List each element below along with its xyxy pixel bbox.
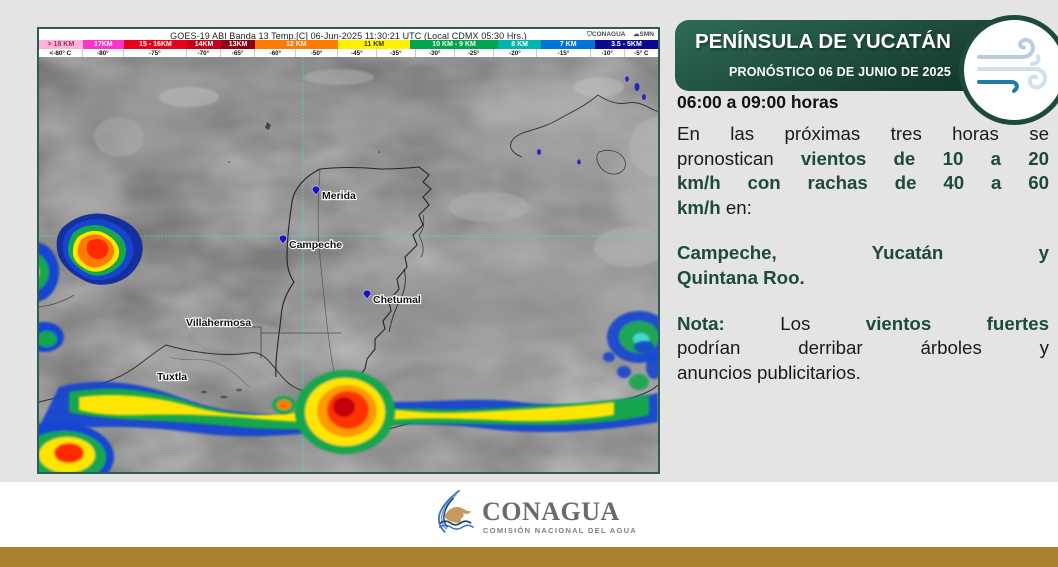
svg-text:Chetumal: Chetumal [373,294,421,306]
svg-text:Merida: Merida [322,190,356,202]
svg-text:Tuxtla: Tuxtla [157,371,187,383]
svg-text:Villahermosa: Villahermosa [186,317,251,329]
svg-text:Campeche: Campeche [289,239,342,251]
